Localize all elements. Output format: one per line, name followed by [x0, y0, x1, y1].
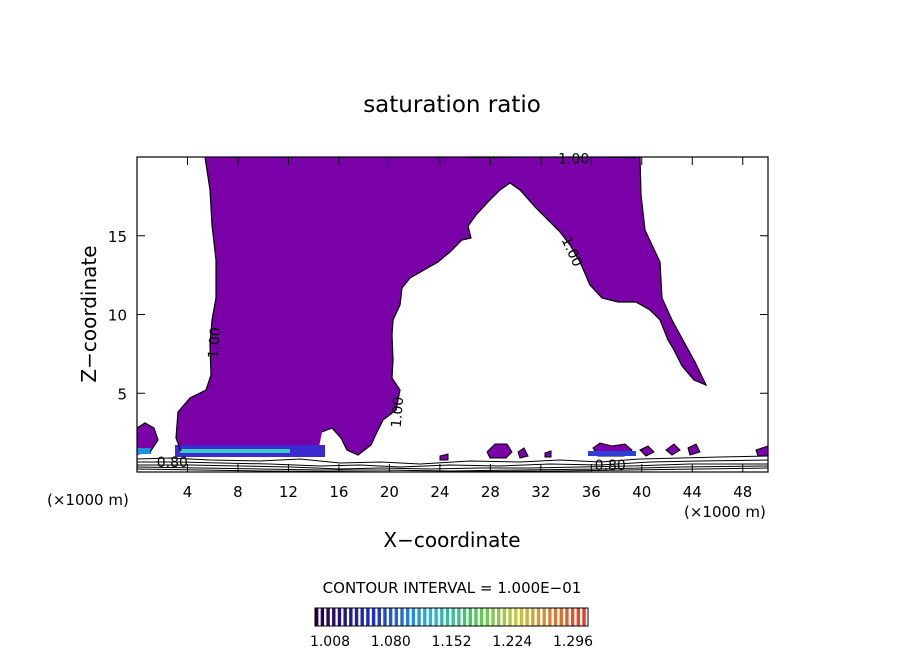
colorbar-swatch: [434, 608, 438, 626]
colorbar-swatch: [332, 608, 336, 626]
colorbar-swatch: [315, 608, 319, 626]
colorbar-frame: [314, 607, 589, 627]
colorbar-swatch: [457, 608, 461, 626]
colorbar-swatch: [337, 608, 342, 626]
colorbar-tick-label: 1.296: [553, 634, 593, 650]
colorbar-swatch: [474, 608, 478, 626]
colorbar-swatch: [519, 608, 524, 626]
contour-1-00: [137, 157, 708, 456]
colorbar-swatch: [497, 608, 501, 626]
contour-label: 1.00: [206, 327, 225, 359]
colorbar-swatch: [576, 608, 581, 626]
colorbar-swatch: [451, 608, 455, 626]
colorbar-swatch: [423, 608, 427, 626]
colorbar-swatch: [428, 608, 433, 626]
colorbar-swatch: [445, 608, 450, 626]
contour-label: 1.00: [389, 396, 408, 428]
colorbar-swatch: [508, 608, 512, 626]
x-tick-label: 32: [531, 483, 550, 501]
contour-label: 0.80: [157, 455, 188, 471]
contour-interval-text: CONTOUR INTERVAL = 1.000E−01: [323, 579, 582, 597]
colorbar-tick-label: 1.224: [492, 634, 532, 650]
y-tick-label: 5: [117, 385, 127, 403]
colorbar-swatch: [406, 608, 410, 626]
colorbar-swatch: [377, 608, 381, 626]
right-band-blue: [588, 451, 636, 456]
x-unit-right: (×1000 m): [684, 503, 766, 521]
colorbar-swatch: [343, 608, 347, 626]
x-axis: 4 8 12 16 20 24 28 32 36 40 44 48: [183, 157, 752, 501]
colorbar-swatch: [468, 608, 472, 626]
contour-label: 0.80: [595, 458, 626, 474]
chart-title: saturation ratio: [363, 92, 541, 118]
colorbar-swatch: [582, 608, 586, 626]
x-tick-label: 44: [683, 483, 702, 501]
colorbar-swatch: [553, 608, 558, 626]
saturated-region: [176, 157, 706, 455]
colorbar-swatch: [417, 608, 421, 626]
colorbar-swatch: [411, 608, 416, 626]
colorbar-swatch: [366, 608, 370, 626]
x-tick-label: 20: [380, 483, 399, 501]
y-axis-label: Z−coordinate: [77, 245, 101, 382]
colorbar-swatch: [531, 608, 535, 626]
y-tick-label: 10: [108, 307, 127, 325]
colorbar-swatch: [565, 608, 569, 626]
colorbar-swatch: [400, 608, 404, 626]
colorbar-swatch: [570, 608, 575, 626]
left-blob-blue: [137, 448, 151, 454]
x-unit-left: (×1000 m): [47, 491, 129, 509]
colorbar-swatch: [525, 608, 529, 626]
colorbar-swatch: [371, 608, 376, 626]
colorbar-swatch: [559, 608, 563, 626]
colorbar-swatch: [326, 608, 330, 626]
colorbar-swatch: [440, 608, 444, 626]
colorbar-swatch: [354, 608, 359, 626]
x-tick-label: 16: [329, 483, 348, 501]
colorbar-swatch: [360, 608, 364, 626]
colorbar-swatch: [502, 608, 507, 626]
x-tick-label: 36: [582, 483, 601, 501]
y-tick-label: 15: [108, 228, 127, 246]
colorbar-swatch: [536, 608, 541, 626]
x-tick-label: 28: [481, 483, 500, 501]
colorbar-swatch: [349, 608, 353, 626]
bottom-contours: [137, 455, 768, 472]
colorbar-swatch: [388, 608, 393, 626]
x-tick-label: 4: [183, 483, 193, 501]
x-tick-label: 48: [733, 483, 752, 501]
contour-labels: 1.001.001.001.000.80 0.80: [157, 152, 626, 474]
colorbar-tick-label: 1.152: [431, 634, 471, 650]
colorbar-labels: 1.008 1.080 1.152 1.224 1.296: [310, 634, 593, 650]
colorbar-swatch: [548, 608, 552, 626]
colorbar-swatch: [491, 608, 495, 626]
x-axis-label: X−coordinate: [383, 528, 520, 552]
x-tick-label: 8: [233, 483, 243, 501]
colorbar-swatch: [542, 608, 546, 626]
colorbar-tick-label: 1.080: [371, 634, 411, 650]
colorbar-swatch: [485, 608, 490, 626]
colorbar-swatch: [514, 608, 518, 626]
colorbar-swatch: [394, 608, 399, 626]
colorbar-swatch: [479, 608, 484, 626]
colorbar-swatch: [462, 608, 467, 626]
colorbar: [315, 608, 586, 626]
colorbar-tick-label: 1.008: [310, 634, 350, 650]
x-tick-label: 12: [279, 483, 298, 501]
contour-label: 1.00: [558, 152, 589, 168]
colorbar-swatch: [320, 608, 325, 626]
y-axis: 5 10 15: [108, 228, 768, 403]
x-tick-label: 40: [632, 483, 651, 501]
colorbar-swatch: [383, 608, 387, 626]
x-tick-label: 24: [430, 483, 449, 501]
low-band-teal: [180, 449, 290, 453]
